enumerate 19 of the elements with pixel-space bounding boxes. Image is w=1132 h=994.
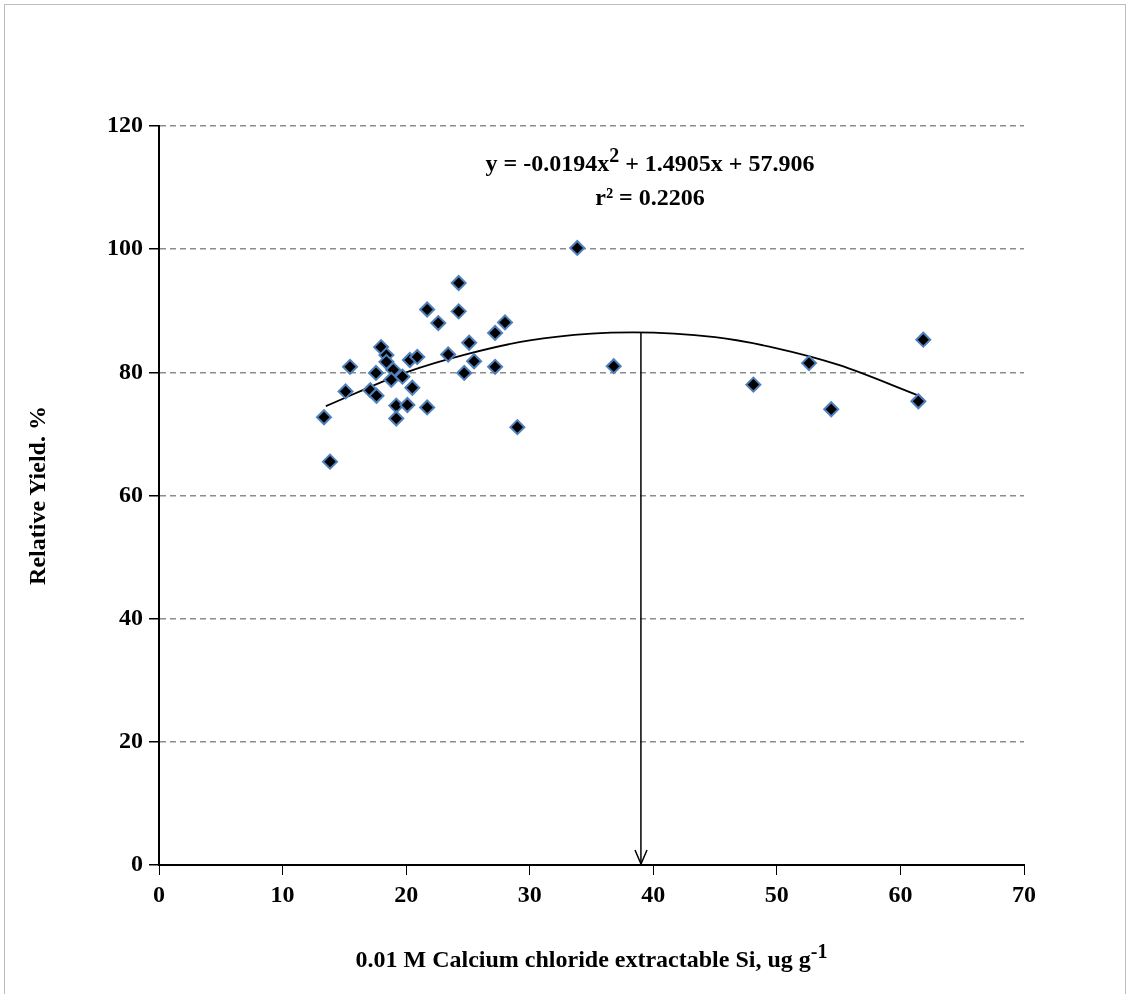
annotation: y = -0.0194x$^{2}$ + 1.4905x + 57.906 [484,143,816,178]
x-tick-label: 50 [764,880,789,907]
x-tick-label: 70 [1012,880,1036,907]
x-tick-label: 10 [270,880,295,907]
x-tick-label: 0 [153,880,165,907]
x-tick-label: 40 [641,880,666,907]
x-tick-label: 20 [394,880,419,907]
y-tick-label: 80 [119,357,143,384]
y-axis-title: Relative Yield. % [23,406,50,585]
annotation: r² = 0.2206 [594,183,706,212]
y-tick-label: 20 [119,727,143,754]
y-tick-label: 100 [107,234,143,261]
y-tick-label: 120 [107,111,143,138]
x-axis-title: 0.01 M Calcium chloride extractable Si, ug g$^{-1}$ [354,940,829,973]
x-tick-label: 60 [888,880,913,907]
y-tick-label: 60 [119,480,143,507]
y-tick-label: 0 [131,850,143,877]
x-tick-label: 30 [517,880,542,907]
y-tick-label: 40 [119,603,143,630]
